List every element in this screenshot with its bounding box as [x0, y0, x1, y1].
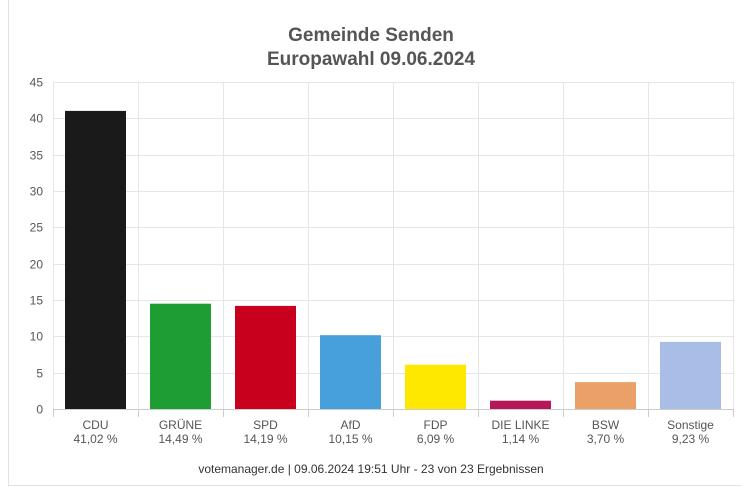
y-tick-label: 40 — [30, 112, 44, 126]
category-label: FDP — [424, 418, 448, 432]
bar-spd — [235, 305, 296, 409]
chart-subtitle: Europawahl 09.06.2024 — [266, 49, 476, 70]
chart-title: Gemeinde Senden — [288, 25, 454, 46]
bar-grüne — [150, 303, 211, 409]
y-tick-label: 25 — [30, 221, 44, 235]
y-tick-label: 0 — [36, 403, 43, 417]
category-label: Sonstige — [667, 418, 714, 432]
value-label: 9,23 % — [672, 432, 710, 446]
y-tick-label: 5 — [36, 367, 43, 381]
chart-frame — [8, 0, 741, 486]
y-tick-label: 35 — [30, 149, 44, 163]
y-tick-label: 10 — [30, 330, 44, 344]
value-label: 1,14 % — [502, 432, 540, 446]
value-label: 14,19 % — [243, 432, 287, 446]
value-label: 6,09 % — [417, 432, 455, 446]
category-label: DIE LINKE — [491, 418, 549, 432]
bar-cdu — [65, 110, 126, 410]
bar-afd — [320, 335, 381, 409]
value-label: 10,15 % — [328, 432, 372, 446]
bar-fdp — [405, 364, 466, 409]
chart-footer: votemanager.de | 09.06.2024 19:51 Uhr - … — [198, 462, 544, 476]
y-tick-label: 30 — [30, 185, 44, 199]
category-label: BSW — [592, 418, 620, 432]
y-tick-label: 45 — [30, 76, 44, 90]
value-label: 14,49 % — [158, 432, 202, 446]
category-label: AfD — [340, 418, 360, 432]
value-label: 41,02 % — [73, 432, 117, 446]
bar-sonstige — [660, 341, 721, 409]
bar-die-linke — [490, 400, 551, 409]
category-label: SPD — [253, 418, 278, 432]
category-label: GRÜNE — [159, 418, 202, 432]
y-tick-label: 20 — [30, 258, 44, 272]
bar-bsw — [575, 382, 636, 409]
category-label: CDU — [83, 418, 109, 432]
value-label: 3,70 % — [587, 432, 625, 446]
y-tick-label: 15 — [30, 294, 44, 308]
